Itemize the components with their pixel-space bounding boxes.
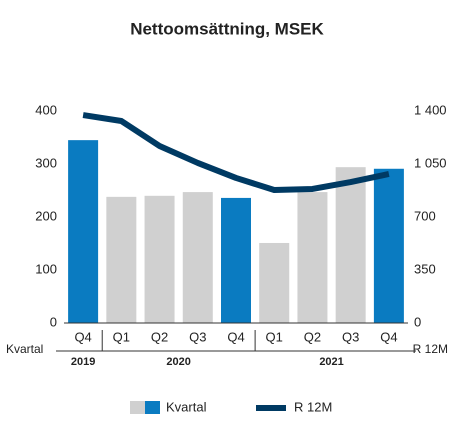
y2-tick-label: 1 400 (414, 102, 447, 117)
group-label: 2020 (166, 356, 190, 368)
bar (144, 195, 175, 323)
y-tick-label: 100 (35, 261, 57, 276)
y-tick-label: 300 (35, 155, 57, 170)
bar (297, 192, 328, 323)
x-tick-label: Q3 (342, 329, 359, 344)
y2-tick-label: 1 050 (414, 155, 447, 170)
x-tick-label: Q3 (189, 329, 206, 344)
x-axis-label: Kvartal (6, 342, 43, 356)
y2-tick-label: 700 (414, 208, 436, 223)
bar (221, 197, 251, 323)
bar (68, 140, 99, 323)
y2-axis-label: R 12M (413, 342, 448, 356)
group-label: 2021 (319, 356, 343, 368)
bar (373, 168, 404, 323)
y2-tick-label: 350 (414, 261, 436, 276)
y-tick-label: 0 (50, 314, 57, 329)
x-tick-label: Q1 (266, 329, 283, 344)
legend-label: R 12M (294, 399, 332, 414)
y-tick-label: 200 (35, 208, 57, 223)
bar (106, 196, 137, 323)
y2-tick-label: 0 (414, 314, 421, 329)
bar (182, 192, 213, 323)
legend-swatch (130, 401, 145, 414)
bar (259, 242, 290, 323)
bar (335, 167, 366, 323)
chart-title: Nettoomsättning, MSEK (130, 19, 324, 38)
legend-label: Kvartal (166, 399, 207, 414)
x-tick-label: Q4 (74, 329, 91, 344)
x-tick-label: Q1 (113, 329, 130, 344)
group-label: 2019 (71, 356, 95, 368)
x-tick-label: Q2 (151, 329, 168, 344)
x-tick-label: Q4 (380, 329, 397, 344)
x-tick-label: Q2 (304, 329, 321, 344)
line (82, 112, 390, 194)
y-tick-label: 400 (35, 102, 57, 117)
legend-swatch (145, 401, 160, 414)
x-tick-label: Q4 (227, 329, 244, 344)
